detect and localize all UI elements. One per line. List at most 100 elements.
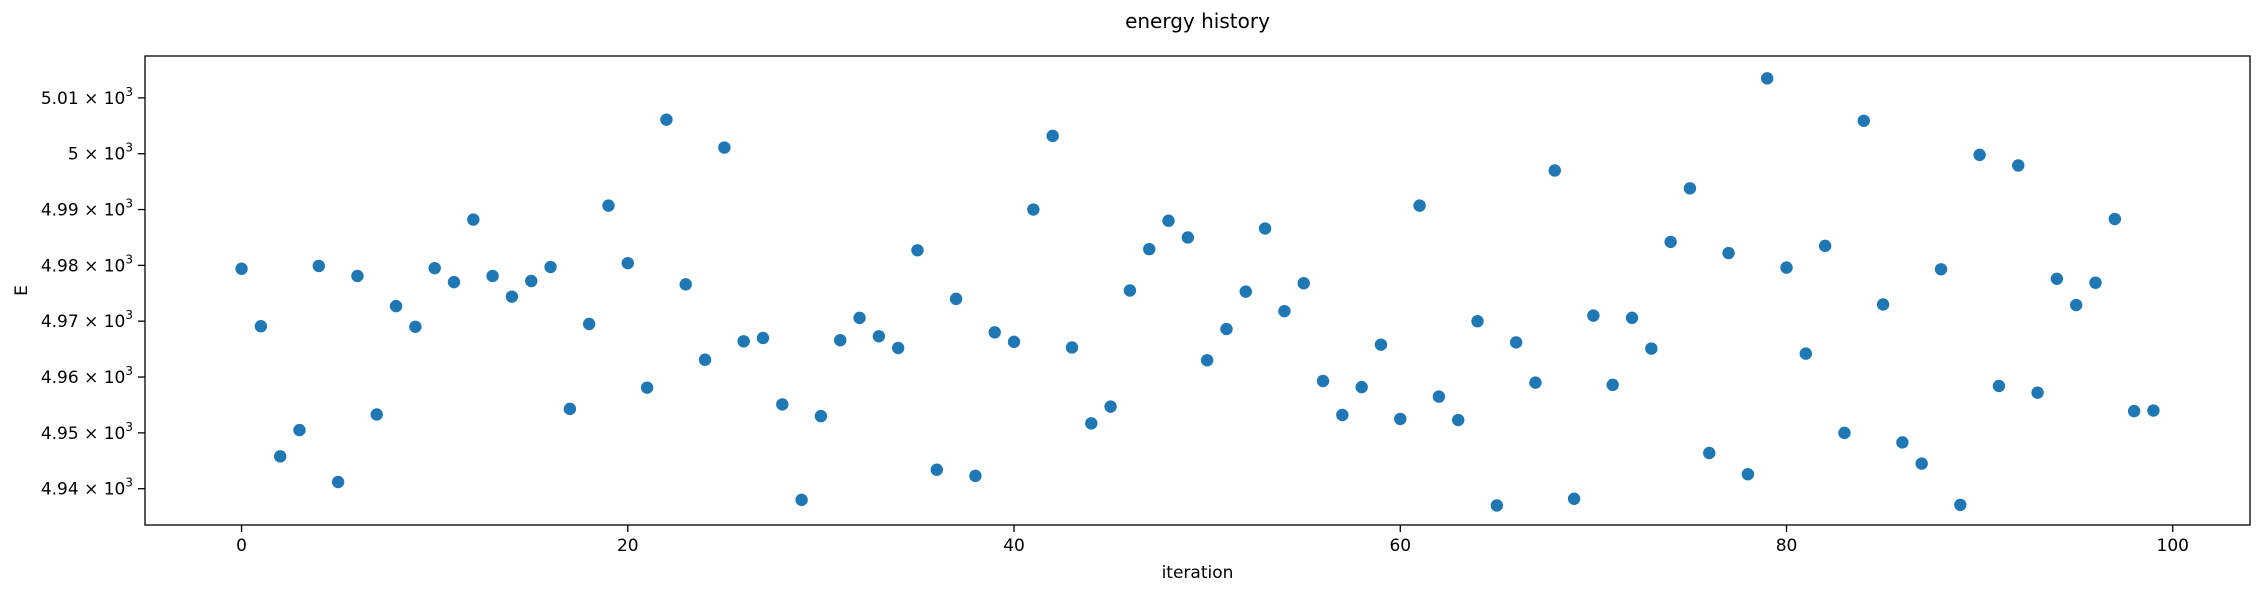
data-point [1992,379,2006,393]
data-point [853,311,866,325]
data-point [1954,498,1967,512]
data-point [389,299,403,313]
y-tick-mantissa: 5.01 [41,89,79,109]
data-point [1065,341,1079,354]
data-point [273,450,287,463]
y-tick-label: 4.95 × 103 [41,420,133,444]
data-point [1529,376,1542,389]
data-point [486,269,499,283]
data-point [1625,311,1639,325]
data-point [1876,298,1890,311]
data-point [949,292,963,306]
y-tick-label: 4.99 × 103 [41,197,133,221]
data-point [872,330,886,343]
data-point [2089,276,2102,289]
data-point [1587,309,1600,322]
data-point [1567,492,1581,505]
data-point [1297,277,1310,290]
data-point [1123,284,1137,297]
y-tick-label: 5.01 × 103 [41,85,133,109]
data-point [1509,336,1523,349]
y-tick-mantissa: 4.94 [41,480,79,500]
data-point [602,199,615,212]
data-point [582,317,596,331]
x-tick-label: 20 [617,536,639,556]
data-point [1355,380,1368,394]
data-point [2147,404,2160,417]
data-point [834,333,847,347]
data-point [1606,378,1619,392]
data-point [1258,222,1272,235]
data-point [2108,212,2122,226]
data-point [1857,114,1870,127]
y-tick-times: × 10 [79,480,126,500]
y-tick-times: × 10 [79,312,126,332]
data-point [660,113,673,126]
data-point [1432,390,1446,403]
data-point [1934,263,1948,276]
data-point [544,260,557,274]
data-point [1838,426,1851,440]
data-point [1761,72,1774,85]
data-point [1394,412,1407,426]
y-tick-mantissa: 4.99 [41,201,79,221]
data-point [1896,436,1909,449]
data-point [737,335,750,348]
y-axis-label: E [12,285,32,296]
data-point [1007,335,1021,349]
data-point [1181,231,1195,244]
data-point [1548,164,1561,177]
data-point [235,262,248,275]
x-tick-label: 0 [236,536,247,556]
data-point [1818,239,1832,253]
x-axis: 0 20 40 60 80 100 [236,525,2189,556]
data-point [1741,467,1755,481]
data-point [1336,408,1349,422]
data-point [1645,342,1658,355]
y-tick-label: 4.97 × 103 [41,308,133,332]
y-tick-label: 4.96 × 103 [41,364,133,388]
data-point [370,408,383,421]
y-tick-times: × 10 [79,256,126,276]
data-point [1915,457,1928,470]
x-tick-label: 40 [1003,536,1025,556]
data-point [1220,322,1233,336]
data-point [891,341,905,355]
data-point [1452,413,1465,427]
data-point [1085,417,1098,430]
data-point [1780,261,1793,274]
data-point [293,423,306,437]
plot-frame [144,55,2251,526]
y-tick-exponent: 3 [125,308,133,322]
data-point [312,259,326,273]
y-tick-times: × 10 [79,424,126,444]
data-point [1162,214,1175,227]
data-point [2069,298,2083,312]
data-point [1143,242,1156,256]
data-point [2050,272,2064,285]
data-point [1278,304,1291,318]
data-point [1239,285,1252,298]
y-tick-mantissa: 4.97 [41,312,79,332]
x-tick-label: 60 [1389,536,1411,556]
data-point [1664,235,1677,249]
data-point [988,326,1001,339]
data-point [1703,446,1716,460]
y-tick-times: × 10 [79,368,126,388]
y-tick-mantissa: 4.95 [41,424,79,444]
data-point [776,398,789,411]
data-point [1316,374,1330,388]
data-point [930,463,943,476]
data-point [1200,354,1214,367]
y-tick-exponent: 3 [125,197,133,211]
x-tick-label: 100 [2157,536,2189,556]
data-point [1374,338,1388,351]
data-point [640,381,654,394]
data-point [525,274,538,288]
data-point [254,320,268,333]
y-tick-exponent: 3 [125,364,133,378]
data-point [756,331,770,345]
data-point [2012,159,2025,172]
